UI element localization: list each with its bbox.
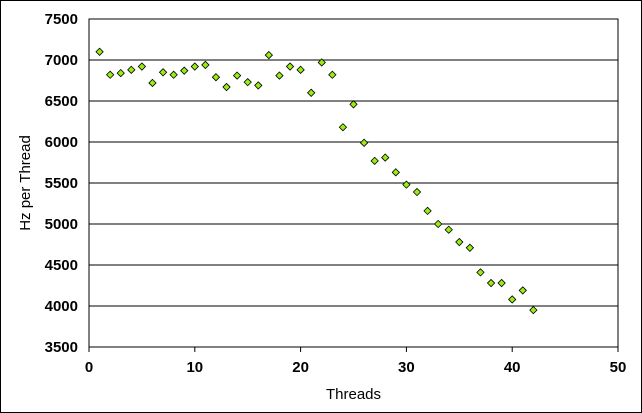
data-point <box>148 78 157 88</box>
x-tick-label: 30 <box>398 359 415 376</box>
data-point <box>402 180 411 189</box>
y-tick-label: 6500 <box>45 93 78 110</box>
data-point <box>465 243 475 252</box>
y-tick-label: 5500 <box>45 175 78 192</box>
data-point <box>190 62 199 71</box>
data-point <box>423 206 432 216</box>
data-point <box>201 60 210 70</box>
data-point <box>222 82 231 92</box>
x-axis-title: Threads <box>326 386 381 403</box>
data-point <box>370 156 379 166</box>
data-point <box>317 58 326 67</box>
y-tick-label: 6000 <box>45 134 78 151</box>
data-point <box>455 237 464 247</box>
data-point <box>433 219 443 229</box>
y-tick-label: 5000 <box>45 216 78 233</box>
data-point <box>444 225 453 234</box>
grid-lines <box>89 18 618 348</box>
data-point <box>338 123 348 132</box>
data-point <box>529 305 538 315</box>
data-point <box>412 187 422 197</box>
data-point <box>296 65 305 75</box>
data-point <box>359 138 369 147</box>
data-point <box>137 62 147 71</box>
y-axis-title: Hz per Thread <box>17 135 34 231</box>
data-point <box>307 88 316 97</box>
data-point <box>391 168 400 177</box>
data-point <box>232 71 242 80</box>
data-point <box>169 70 178 79</box>
x-tick-label: 40 <box>504 359 521 376</box>
y-tick-labels: 3500 4000 4500 5000 5500 6000 6500 7000 7500 <box>45 11 78 356</box>
data-point <box>254 81 263 90</box>
data-point <box>476 268 485 277</box>
data-points <box>95 47 538 315</box>
data-point <box>285 62 295 71</box>
data-point <box>328 70 337 79</box>
y-tick-label: 7000 <box>45 52 78 69</box>
data-point <box>518 286 527 295</box>
data-point <box>211 73 221 82</box>
data-point <box>95 47 104 56</box>
x-tick-label: 20 <box>292 359 309 376</box>
y-tick-label: 7500 <box>45 11 78 28</box>
y-tick-label: 3500 <box>45 339 78 356</box>
data-point <box>264 50 274 60</box>
data-point <box>275 71 284 80</box>
y-tick-label: 4000 <box>45 298 78 315</box>
data-point <box>381 153 390 162</box>
data-point <box>116 68 125 78</box>
data-point <box>243 77 252 87</box>
data-point <box>127 65 136 75</box>
x-tick-label: 50 <box>610 359 627 376</box>
y-tick-label: 4500 <box>45 257 78 274</box>
data-point <box>349 100 358 109</box>
data-point <box>486 278 496 288</box>
data-point <box>497 278 506 288</box>
x-tick-label: 10 <box>186 359 203 376</box>
data-point <box>158 68 168 77</box>
data-point <box>105 70 115 79</box>
data-point <box>180 66 189 75</box>
data-point <box>508 295 517 304</box>
plot-area <box>88 18 619 348</box>
x-tick-label: 0 <box>85 359 93 376</box>
x-tick-labels: 0 10 20 30 40 50 <box>85 347 627 376</box>
